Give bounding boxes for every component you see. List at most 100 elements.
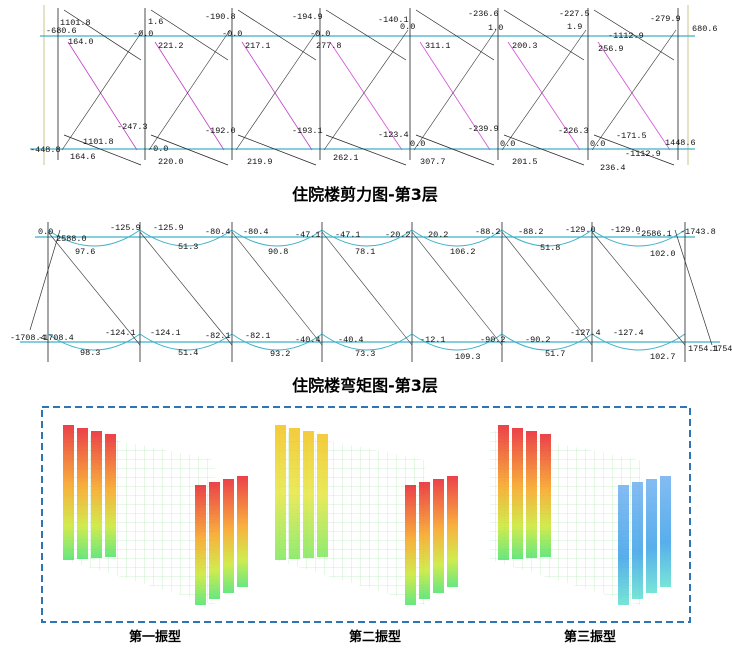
moment-label: -127.4 bbox=[613, 328, 644, 338]
moment-label: 51.3 bbox=[178, 242, 198, 252]
shear-label: 1101.8 bbox=[60, 18, 91, 28]
shear-label: 164.6 bbox=[70, 152, 96, 162]
mode-caption: 第二振型 bbox=[349, 629, 401, 645]
shear-label: 201.5 bbox=[512, 157, 538, 167]
moment-label: -127.4 bbox=[570, 328, 601, 338]
moment-label: -90.2 bbox=[480, 335, 506, 345]
moment-curve bbox=[501, 333, 593, 351]
moment-curve bbox=[47, 229, 141, 247]
tower bbox=[646, 479, 657, 593]
tower bbox=[77, 428, 88, 559]
diag-line bbox=[148, 29, 231, 151]
tower bbox=[526, 431, 537, 558]
moment-label: -20.2 bbox=[385, 230, 411, 240]
shear-label: -193.1 bbox=[292, 126, 323, 136]
tower bbox=[209, 482, 220, 599]
shear-label: 0.0 bbox=[590, 139, 605, 149]
moment-label: -82.1 bbox=[205, 331, 231, 341]
shear-label: -0.0 bbox=[222, 29, 242, 39]
shear-label: 1.9 bbox=[567, 22, 582, 32]
diag-line bbox=[235, 29, 319, 151]
moment-label: 98.3 bbox=[80, 348, 100, 358]
shear-label: 262.1 bbox=[333, 153, 359, 163]
shear-label: -279.9 bbox=[650, 14, 681, 24]
moment-label: 20.2 bbox=[428, 230, 448, 240]
moment-title: 住院楼弯矩图-第3层 bbox=[292, 376, 438, 395]
moment-label: 93.2 bbox=[270, 349, 290, 359]
moment-label: -12.1 bbox=[420, 335, 446, 345]
frame-mesh bbox=[65, 430, 215, 605]
shear-label: 277.8 bbox=[316, 41, 342, 51]
shear-label: 1448.6 bbox=[665, 138, 696, 148]
moment-label: -129.0 bbox=[610, 225, 641, 235]
moment-label: -80.4 bbox=[243, 227, 269, 237]
moment-label: -47.1 bbox=[295, 230, 321, 240]
shear-label: -236.6 bbox=[468, 9, 499, 19]
tower bbox=[447, 476, 458, 587]
shear-label: -247.3 bbox=[117, 122, 148, 132]
shear-label: 0.0 bbox=[400, 22, 415, 32]
moment-label: 2588.0 bbox=[56, 234, 87, 244]
moment-curve bbox=[321, 333, 413, 351]
diag-line bbox=[323, 29, 409, 151]
mode-caption: 第一振型 bbox=[129, 629, 181, 645]
shear-label: -0.0 bbox=[133, 29, 153, 39]
moment-label: 109.3 bbox=[455, 352, 481, 362]
moment-label: 73.3 bbox=[355, 349, 375, 359]
shear-label: 1.0 bbox=[488, 23, 503, 33]
shear-label: 236.4 bbox=[600, 163, 626, 173]
shear-line bbox=[325, 134, 407, 166]
moment-label: -125.9 bbox=[153, 223, 184, 233]
moment-curve bbox=[139, 229, 233, 247]
moment-label: 102.7 bbox=[650, 352, 676, 362]
shear-label: 1.6 bbox=[148, 17, 163, 27]
moment-label: 1754.1 bbox=[712, 344, 732, 354]
shear-label: 311.1 bbox=[425, 41, 451, 51]
diag-line bbox=[674, 229, 713, 346]
moment-label: -40.4 bbox=[295, 335, 321, 345]
tower bbox=[419, 482, 430, 599]
shear-line bbox=[63, 134, 142, 166]
moment-curve bbox=[591, 229, 686, 247]
shear-label: -448.8 bbox=[30, 145, 61, 155]
diag-line bbox=[67, 41, 138, 151]
diag-line bbox=[241, 41, 313, 151]
moment-label: 51.4 bbox=[178, 348, 198, 358]
shear-label: 221.2 bbox=[158, 41, 184, 51]
diag-line bbox=[139, 231, 233, 346]
mode-caption: 第三振型 bbox=[564, 629, 616, 645]
moment-label: 102.0 bbox=[650, 249, 676, 259]
diag-line bbox=[413, 29, 497, 151]
moment-label: -129.0 bbox=[565, 225, 596, 235]
shear-label: 219.9 bbox=[247, 157, 273, 167]
shear-label: 0.0 bbox=[500, 139, 515, 149]
tower bbox=[512, 428, 523, 559]
moment-label: -1708.4 bbox=[38, 333, 74, 343]
shear-label: 220.0 bbox=[158, 157, 184, 167]
diag-line bbox=[231, 231, 323, 346]
moment-label: 78.1 bbox=[355, 247, 375, 257]
shear-label: -1112.9 bbox=[625, 149, 661, 159]
tower bbox=[540, 434, 551, 557]
moment-label: -124.1 bbox=[150, 328, 181, 338]
moment-label: 51.8 bbox=[540, 243, 560, 253]
diag-line bbox=[591, 231, 686, 346]
moment-label: 1754.1 bbox=[688, 344, 719, 354]
tower bbox=[63, 425, 74, 560]
tower bbox=[632, 482, 643, 599]
shear-title: 住院楼剪力图-第3层 bbox=[292, 185, 438, 204]
diag-line bbox=[411, 231, 503, 346]
moment-curve bbox=[411, 229, 503, 247]
shear-line bbox=[593, 134, 675, 166]
shear-label: 217.1 bbox=[245, 41, 271, 51]
diag-line bbox=[321, 231, 413, 346]
tower bbox=[317, 434, 328, 557]
tower bbox=[275, 425, 286, 560]
tower bbox=[303, 431, 314, 558]
shear-label: -171.5 bbox=[616, 131, 647, 141]
moment-label: -82.1 bbox=[245, 331, 271, 341]
tower bbox=[91, 431, 102, 558]
diag-line bbox=[419, 41, 491, 151]
tower bbox=[660, 476, 671, 587]
